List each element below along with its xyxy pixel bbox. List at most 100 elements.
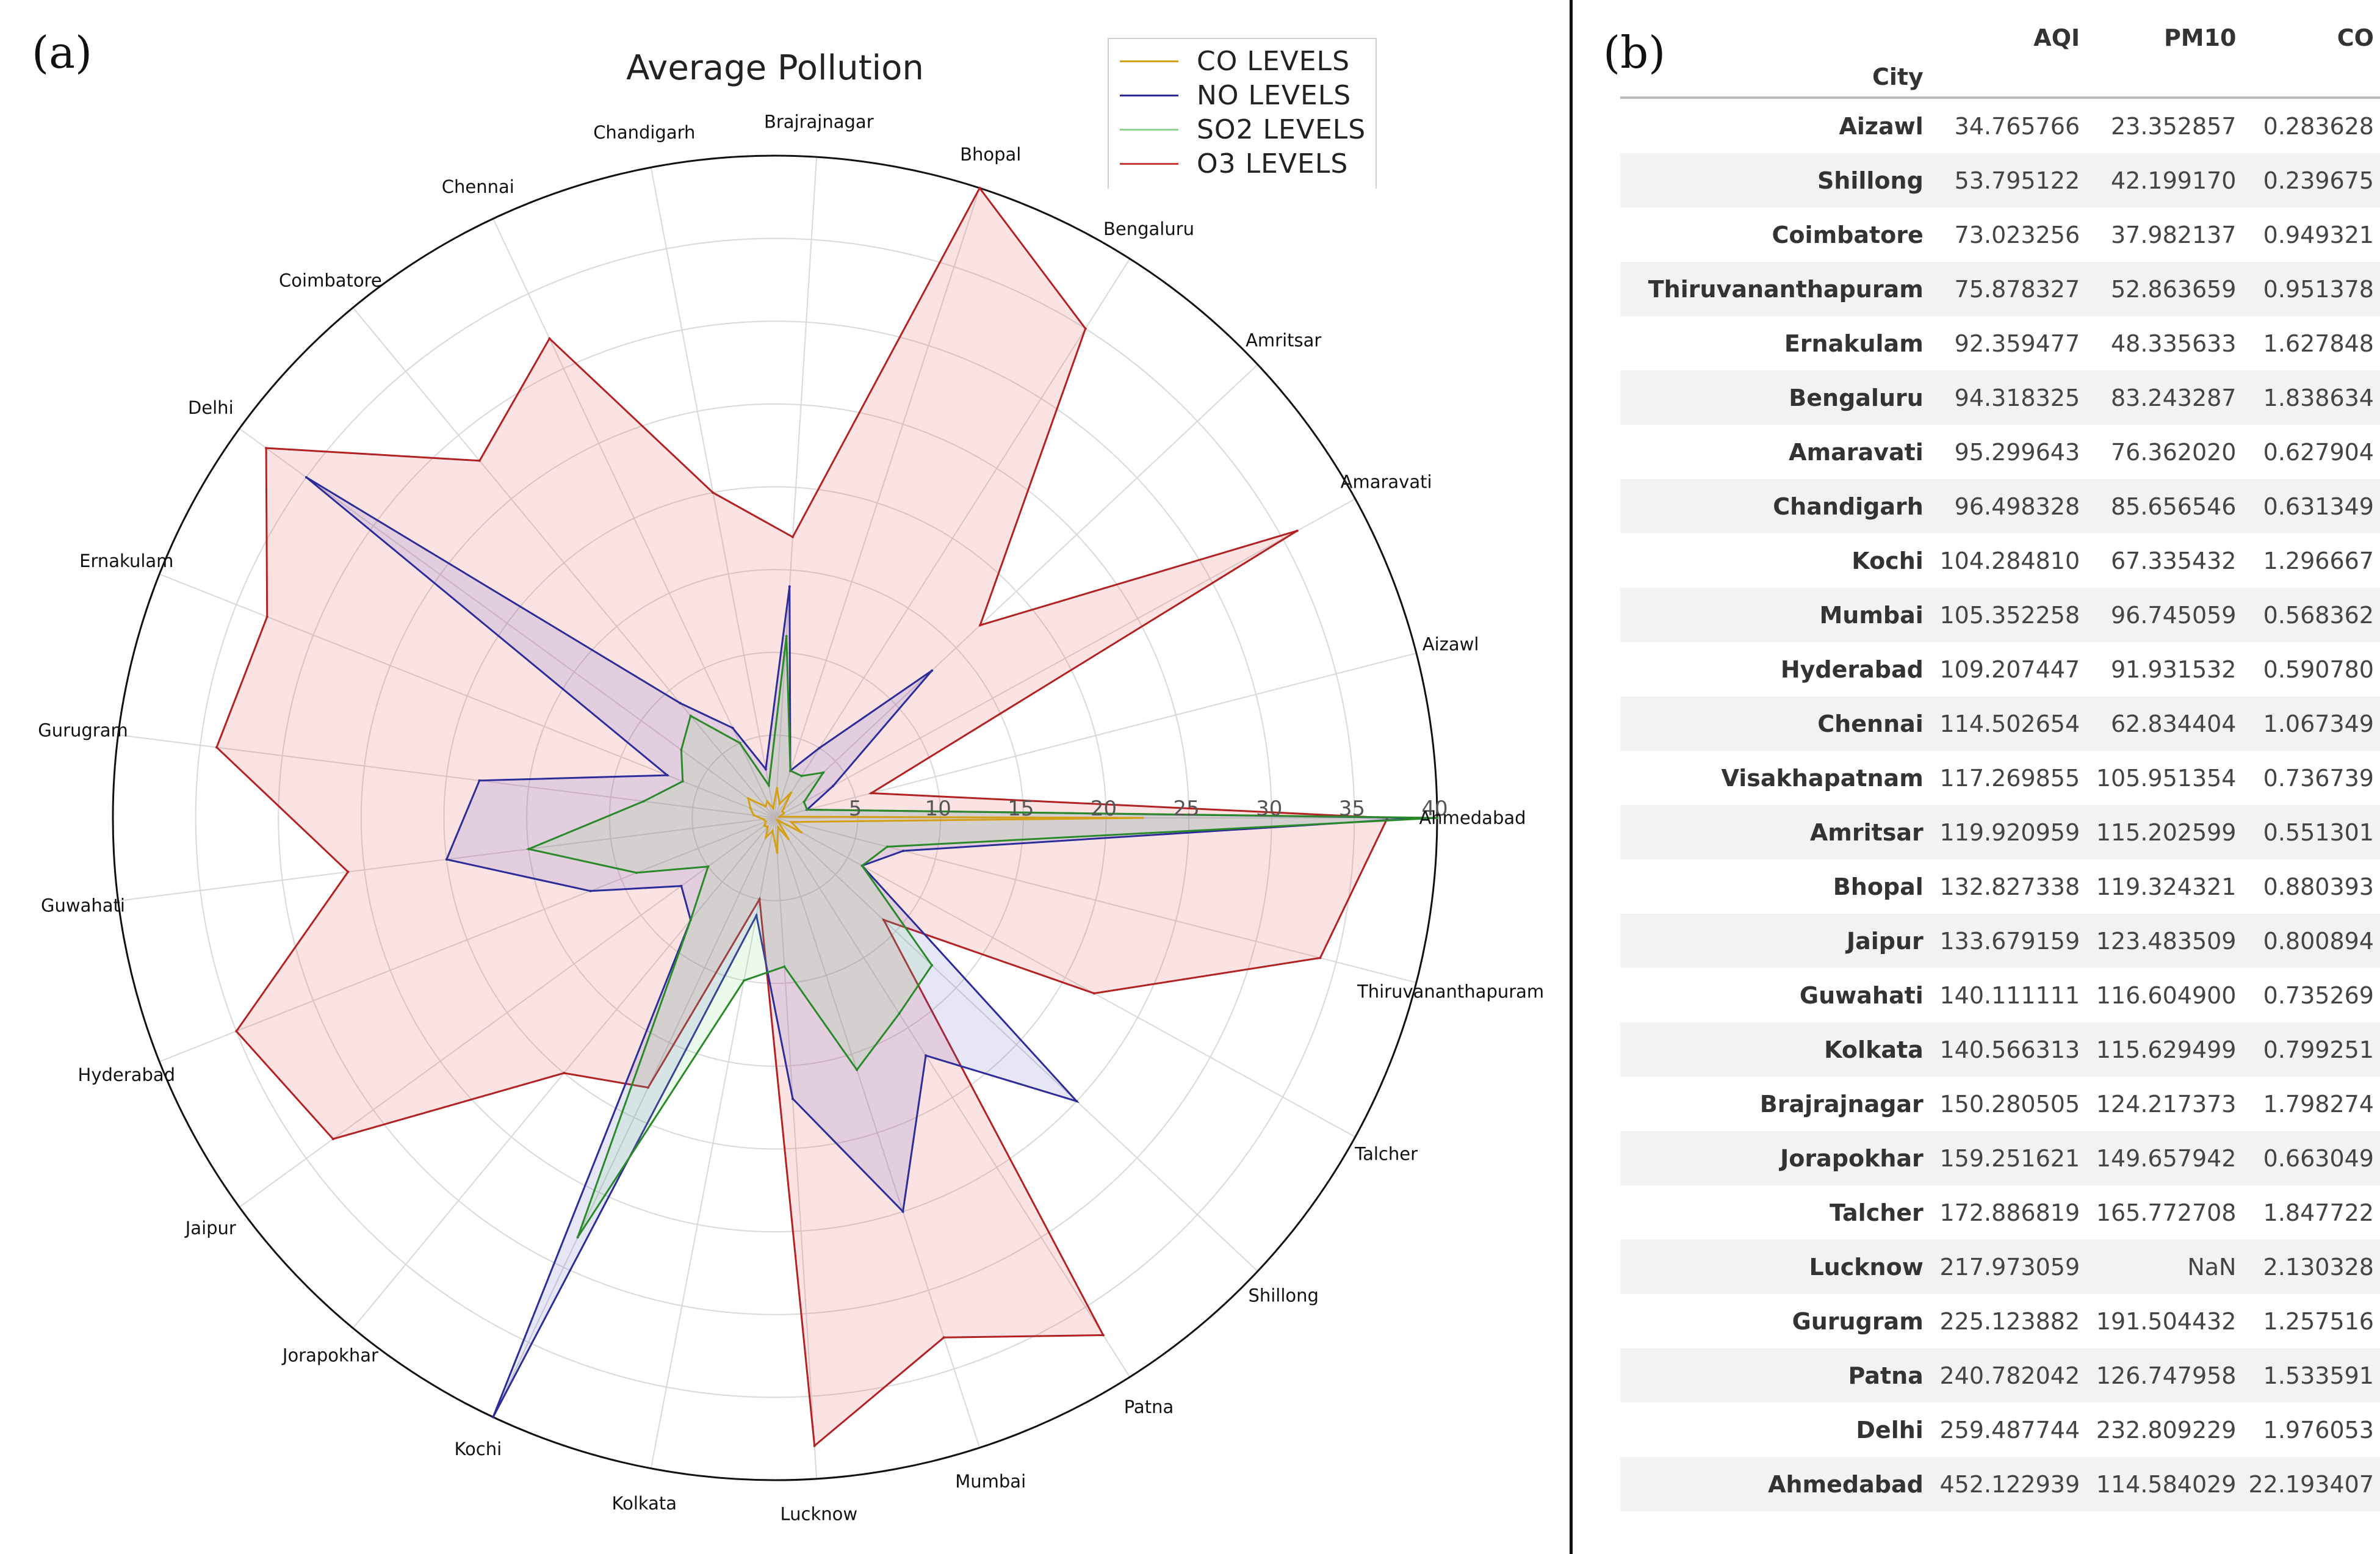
data-point (752, 814, 755, 817)
data-point (777, 826, 779, 829)
table-row: Hyderabad 109.207447 91.931532 0.590780 (1620, 642, 2380, 696)
table-cell-pm10: 114.584029 (2086, 1457, 2243, 1511)
category-label: Chennai (442, 176, 514, 197)
grid-spoke (774, 817, 981, 1448)
data-point (882, 919, 885, 922)
table-index-blank-3 (2242, 57, 2380, 99)
data-point (681, 780, 684, 783)
data-point (1092, 992, 1095, 995)
data-point (785, 635, 788, 638)
table-cell-city: Bengaluru (1620, 370, 1930, 425)
table-header-blank (1620, 18, 1930, 57)
table-row: Guwahati 140.111111 116.604900 0.735269 (1620, 968, 2380, 1022)
radial-tick-label: 10 (925, 797, 951, 821)
table-index-row: City (1620, 57, 2380, 99)
category-label: Mumbai (955, 1471, 1026, 1492)
table-cell-pm10: 124.217373 (2096, 1090, 2237, 1118)
table-cell-aqi: 119.920959 (1929, 805, 2086, 859)
table-cell-city: Visakhapatnam (1721, 764, 1924, 792)
table-cell-co: 0.949321 (2263, 221, 2374, 248)
table-cell-aqi: 452.122939 (1929, 1457, 2086, 1511)
data-point (790, 820, 793, 823)
grid-spoke (774, 364, 1258, 819)
table-cell-city: Thiruvananthapuram (1620, 262, 1930, 316)
table-cell-aqi: 94.318325 (1929, 370, 2086, 425)
data-point (563, 1072, 566, 1074)
table-header-co: CO (2337, 24, 2374, 51)
table-cell-pm10: 42.199170 (2086, 153, 2243, 208)
data-point (806, 808, 809, 811)
data-point (445, 858, 448, 861)
data-point (813, 1444, 816, 1447)
table-cell-pm10: 126.747958 (2086, 1348, 2243, 1403)
data-point (902, 850, 905, 852)
radial-tick-label: 30 (1256, 797, 1282, 821)
category-label: Lucknow (780, 1504, 857, 1525)
grid-spoke (118, 734, 776, 819)
table-cell-pm10: NaN (2086, 1240, 2243, 1294)
data-point (765, 836, 767, 839)
data-point (799, 831, 802, 834)
data-point (635, 871, 638, 874)
table-cell-co: 1.533591 (2242, 1348, 2380, 1403)
table-cell-aqi: 159.251621 (1929, 1131, 2086, 1185)
data-point (901, 1210, 904, 1213)
table-cell-co: 22.193407 (2242, 1457, 2380, 1511)
legend-label-no: NO LEVELS (1197, 79, 1352, 111)
table-cell-city: Amritsar (1620, 805, 1930, 859)
data-point (749, 807, 752, 809)
pollution-table: AQI PM10 CO City Aizawl 34.765766 23.35285… (1620, 18, 2380, 1511)
table-cell-co: 1.627848 (2263, 330, 2374, 357)
table-cell-aqi: 75.878327 (1929, 262, 2086, 316)
data-point (758, 898, 761, 901)
legend-swatch-o3 (1120, 162, 1178, 165)
grid-spoke (774, 258, 1131, 819)
grid-spoke (352, 307, 776, 819)
table-row: Visakhapatnam 117.269855 105.951354 0.73673… (1620, 751, 2380, 805)
data-point (1436, 817, 1438, 819)
data-point (707, 865, 710, 868)
table-cell-city: Kolkata (1620, 1022, 1930, 1077)
table-cell-aqi: 225.123882 (1939, 1307, 2080, 1335)
table-cell-pm10: 52.863659 (2086, 262, 2243, 316)
data-point (979, 624, 982, 627)
table-cell-city: Lucknow (1620, 1240, 1930, 1294)
data-point (743, 979, 746, 982)
category-label: Jorapokhar (281, 1345, 378, 1366)
category-label: Delhi (188, 397, 234, 418)
legend-swatch-co (1120, 60, 1178, 62)
table-header-pm10: PM10 (2163, 24, 2237, 51)
table-cell-pm10: 115.629499 (2086, 1022, 2243, 1077)
table-row: Brajrajnagar 150.280505 124.217373 1.798274 (1620, 1077, 2380, 1131)
table-row: Chandigarh 96.498328 85.656546 0.631349 (1620, 479, 2380, 533)
table-cell-aqi: 73.023256 (1954, 221, 2080, 248)
data-point (548, 337, 551, 340)
table-cell-co: 1.296667 (2263, 547, 2374, 574)
table-cell-city: Ahmedabad (1620, 1457, 1930, 1511)
table-cell-city: Talcher (1830, 1199, 1924, 1226)
data-point (783, 965, 786, 968)
table-cell-city: Gurugram (1792, 1307, 1924, 1335)
data-point (787, 837, 790, 840)
data-point (1102, 1334, 1105, 1337)
table-cell-co: 1.798274 (2263, 1090, 2374, 1118)
table-cell-co: 0.735269 (2263, 981, 2374, 1009)
radial-tick-label: 15 (1008, 797, 1034, 821)
data-point (885, 845, 889, 848)
table-row: Jaipur 133.679159 123.483509 0.800894 (1620, 914, 2380, 968)
radial-tick-label: 5 (849, 797, 862, 821)
data-point (679, 701, 682, 704)
table-cell-aqi: 240.782042 (1929, 1348, 2086, 1403)
data-point (762, 818, 765, 821)
table-cell-aqi: 92.359477 (1954, 330, 2080, 357)
chart-title: Average Pollution (626, 48, 924, 88)
data-point (527, 848, 530, 850)
table-cell-aqi: 53.795122 (1929, 153, 2086, 208)
table-cell-pm10: 62.834404 (2086, 696, 2243, 751)
data-point (589, 889, 592, 892)
legend-item-o3: O3 LEVELS (1120, 146, 1348, 181)
category-label: Patna (1124, 1397, 1174, 1417)
category-label: Talcher (1354, 1144, 1418, 1165)
data-point (776, 819, 779, 822)
data-point (790, 791, 793, 794)
